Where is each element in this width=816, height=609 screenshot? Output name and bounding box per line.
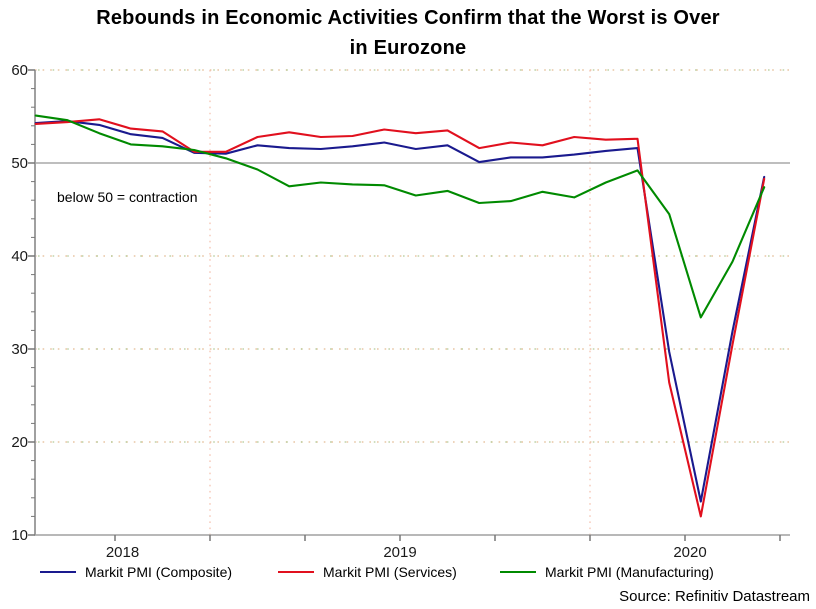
svg-text:60: 60 (11, 62, 28, 79)
chart-title-line2: in Eurozone (349, 37, 467, 59)
svg-text:2020: 2020 (673, 544, 706, 561)
legend-item-services: Markit PMI (Services) (278, 564, 457, 580)
composite-line-swatch-icon (40, 571, 76, 573)
svg-text:2019: 2019 (383, 544, 416, 561)
manufacturing-line-swatch-icon (500, 571, 536, 573)
svg-text:10: 10 (11, 527, 28, 544)
source-credit: Source: Refinitiv Datastream (619, 588, 810, 605)
legend-item-composite: Markit PMI (Composite) (40, 564, 232, 580)
services-line-swatch-icon (278, 571, 314, 573)
legend: Markit PMI (Composite) Markit PMI (Servi… (0, 564, 816, 584)
svg-text:20: 20 (11, 434, 28, 451)
svg-text:50: 50 (11, 155, 28, 172)
legend-label-services: Markit PMI (Services) (323, 564, 457, 580)
legend-label-manufacturing: Markit PMI (Manufacturing) (545, 564, 714, 580)
svg-text:30: 30 (11, 341, 28, 358)
contraction-annotation: below 50 = contraction (57, 189, 198, 205)
svg-text:2018: 2018 (106, 544, 139, 561)
legend-label-composite: Markit PMI (Composite) (85, 564, 233, 580)
svg-text:40: 40 (11, 248, 28, 265)
legend-item-manufacturing: Markit PMI (Manufacturing) (500, 564, 714, 580)
chart-title: Rebounds in Economic Activities Confirm … (0, 3, 816, 63)
chart-title-line1: Rebounds in Economic Activities Confirm … (96, 7, 720, 29)
